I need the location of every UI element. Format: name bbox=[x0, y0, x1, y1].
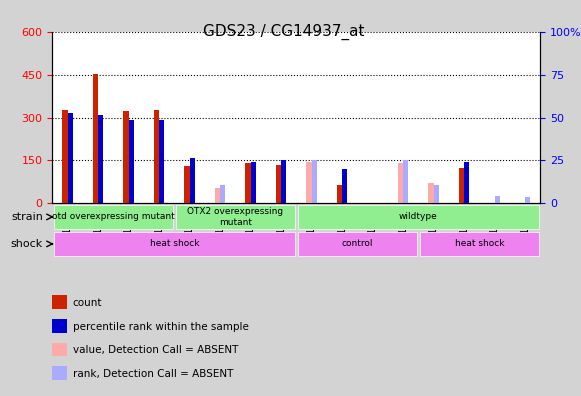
Bar bbox=[67, 113, 73, 204]
Bar bbox=[525, 197, 530, 204]
Bar bbox=[159, 120, 164, 204]
Bar bbox=[93, 74, 98, 204]
Bar bbox=[428, 183, 433, 204]
Bar bbox=[306, 162, 311, 204]
Bar bbox=[154, 110, 159, 204]
FancyBboxPatch shape bbox=[298, 232, 417, 256]
Bar bbox=[281, 160, 286, 204]
Bar bbox=[62, 110, 67, 204]
Text: wildtype: wildtype bbox=[399, 212, 437, 221]
Text: rank, Detection Call = ABSENT: rank, Detection Call = ABSENT bbox=[73, 369, 233, 379]
Bar bbox=[98, 115, 103, 204]
Bar bbox=[250, 162, 256, 204]
Bar bbox=[123, 111, 128, 204]
Text: shock: shock bbox=[11, 239, 43, 249]
Bar bbox=[433, 185, 439, 204]
Bar bbox=[276, 165, 281, 204]
Text: GDS23 / CG14937_at: GDS23 / CG14937_at bbox=[203, 24, 365, 40]
Bar bbox=[398, 163, 403, 204]
Text: count: count bbox=[73, 298, 102, 308]
FancyBboxPatch shape bbox=[298, 205, 539, 229]
FancyBboxPatch shape bbox=[176, 205, 295, 229]
Bar bbox=[311, 160, 317, 204]
Text: strain: strain bbox=[11, 212, 43, 222]
Text: value, Detection Call = ABSENT: value, Detection Call = ABSENT bbox=[73, 345, 238, 356]
Bar bbox=[215, 188, 220, 204]
Bar bbox=[459, 168, 464, 204]
Text: otd overexpressing mutant: otd overexpressing mutant bbox=[52, 212, 175, 221]
Bar bbox=[494, 196, 500, 204]
Text: OTX2 overexpressing
mutant: OTX2 overexpressing mutant bbox=[187, 207, 284, 227]
FancyBboxPatch shape bbox=[54, 205, 173, 229]
Bar bbox=[337, 185, 342, 204]
Bar bbox=[128, 120, 134, 204]
Bar bbox=[245, 163, 250, 204]
Bar bbox=[220, 185, 225, 204]
Text: heat shock: heat shock bbox=[149, 240, 199, 248]
Bar bbox=[184, 166, 189, 204]
Text: percentile rank within the sample: percentile rank within the sample bbox=[73, 322, 249, 332]
Text: heat shock: heat shock bbox=[454, 240, 504, 248]
FancyBboxPatch shape bbox=[54, 232, 295, 256]
Bar bbox=[189, 158, 195, 204]
Bar bbox=[464, 162, 469, 204]
Bar bbox=[342, 169, 347, 204]
FancyBboxPatch shape bbox=[420, 232, 539, 256]
Text: control: control bbox=[342, 240, 373, 248]
Bar bbox=[403, 160, 408, 204]
